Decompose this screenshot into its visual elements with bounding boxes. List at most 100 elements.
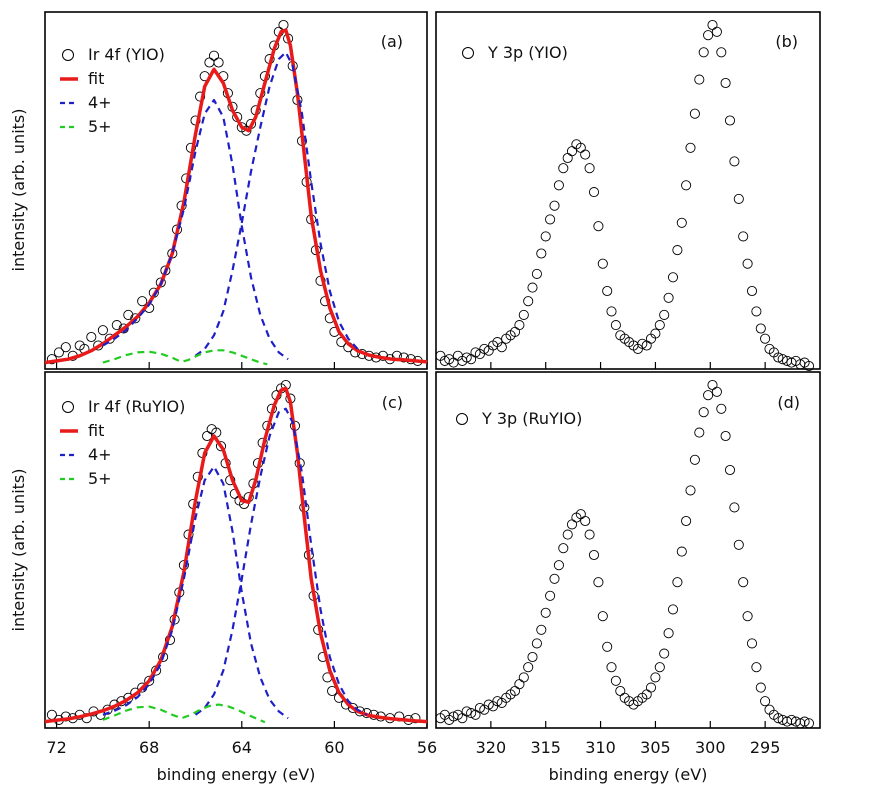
data-point — [703, 30, 714, 41]
data-point — [588, 549, 600, 561]
data-point — [755, 323, 766, 334]
x-tick-label: 56 — [417, 738, 437, 757]
data-point — [204, 57, 215, 68]
data-point — [650, 672, 661, 683]
x-tick-label: 60 — [324, 738, 344, 757]
data-point — [215, 441, 227, 452]
data-point — [685, 142, 696, 153]
legend: Y 3p (YIO) — [462, 43, 568, 62]
data-point — [654, 662, 665, 673]
data-point — [689, 454, 700, 465]
data-point — [720, 430, 731, 442]
data-point — [698, 47, 709, 58]
y-axis-label: intensity (arb. units) — [9, 469, 28, 632]
legend-marker — [62, 401, 74, 413]
data-point — [610, 320, 621, 331]
data-point — [130, 313, 141, 324]
panel-c: 72 68 64 60 56 Ir 4f (RuYIO) fit 4+ 5+ (c) inte… — [9, 371, 437, 784]
x-tick-label: 300 — [695, 738, 726, 757]
data-point — [803, 718, 815, 729]
data-point — [672, 577, 683, 588]
data-point — [470, 347, 481, 358]
legend-label: Y 3p (RuYIO) — [481, 409, 582, 428]
series-line — [44, 386, 428, 724]
data-point — [733, 539, 744, 550]
data-point — [545, 590, 556, 601]
legend-label: 4+ — [88, 93, 112, 112]
legend-label: Y 3p (YIO) — [487, 43, 568, 62]
legend-label: 5+ — [88, 469, 112, 488]
data-point — [711, 386, 722, 397]
x-tick-label: 64 — [232, 738, 252, 757]
data-point — [566, 519, 578, 530]
data-point — [496, 342, 507, 353]
data-point — [637, 338, 648, 349]
data-point — [755, 682, 766, 693]
data-point — [738, 577, 749, 588]
data-point — [610, 675, 621, 686]
data-point — [773, 352, 784, 363]
data-point — [716, 403, 727, 414]
data-point — [790, 716, 801, 727]
data-point — [707, 379, 718, 391]
x-ticks: 72 68 64 60 56 — [46, 721, 437, 757]
data-point — [562, 152, 573, 164]
plot-series — [44, 19, 428, 366]
data-point — [777, 354, 788, 365]
data-point — [707, 19, 718, 31]
legend-marker — [456, 413, 468, 425]
data-point — [803, 360, 815, 372]
data-point — [606, 306, 617, 317]
data-point — [208, 50, 220, 61]
panel-a: Ir 4f (YIO) fit 4+ 5+ (a) intensity (arb. u… — [9, 11, 428, 370]
data-point — [676, 217, 687, 228]
data-point — [514, 320, 525, 331]
panel-d: 320 315 310 305 300 295 Y 3p (RuYIO) (d) bind… — [435, 371, 821, 784]
data-point — [703, 390, 714, 401]
data-point — [698, 407, 709, 418]
data-point — [667, 604, 679, 615]
data-point — [123, 309, 134, 320]
data-point — [588, 187, 600, 198]
x-axis-label: binding energy (eV) — [549, 765, 708, 784]
data-point — [86, 331, 97, 343]
x-tick-label: 310 — [585, 738, 616, 757]
data-point — [523, 296, 534, 307]
data-point — [667, 272, 679, 283]
data-point — [213, 57, 224, 68]
data-point — [492, 696, 503, 707]
legend: Ir 4f (RuYIO) fit 4+ 5+ — [60, 397, 185, 488]
x-tick-label: 295 — [750, 738, 781, 757]
plot-frame — [44, 371, 428, 729]
plot-frame — [435, 371, 821, 729]
data-point — [689, 108, 700, 119]
legend: Y 3p (RuYIO) — [456, 409, 582, 428]
legend-marker — [62, 49, 74, 61]
data-point — [606, 662, 617, 673]
data-point — [593, 221, 604, 232]
data-point — [580, 515, 591, 527]
data-point — [278, 19, 289, 31]
data-point — [461, 352, 472, 363]
data-point — [410, 713, 421, 724]
data-point — [672, 245, 683, 256]
plot-series — [44, 379, 428, 725]
data-point — [398, 352, 409, 363]
data-point — [681, 515, 692, 527]
data-point — [466, 708, 477, 719]
data-point — [615, 685, 626, 697]
data-point — [549, 573, 560, 584]
data-point — [724, 464, 736, 476]
data-point — [527, 651, 538, 663]
data-point — [584, 163, 595, 174]
data-point — [531, 268, 542, 279]
legend-label: 4+ — [88, 445, 112, 464]
x-ticks — [55, 362, 428, 369]
data-point — [654, 320, 665, 331]
plot-frame — [44, 11, 428, 370]
data-point — [720, 77, 731, 89]
data-point — [580, 149, 591, 160]
data-point — [536, 248, 547, 259]
data-point — [711, 26, 722, 37]
data-point — [540, 231, 551, 242]
